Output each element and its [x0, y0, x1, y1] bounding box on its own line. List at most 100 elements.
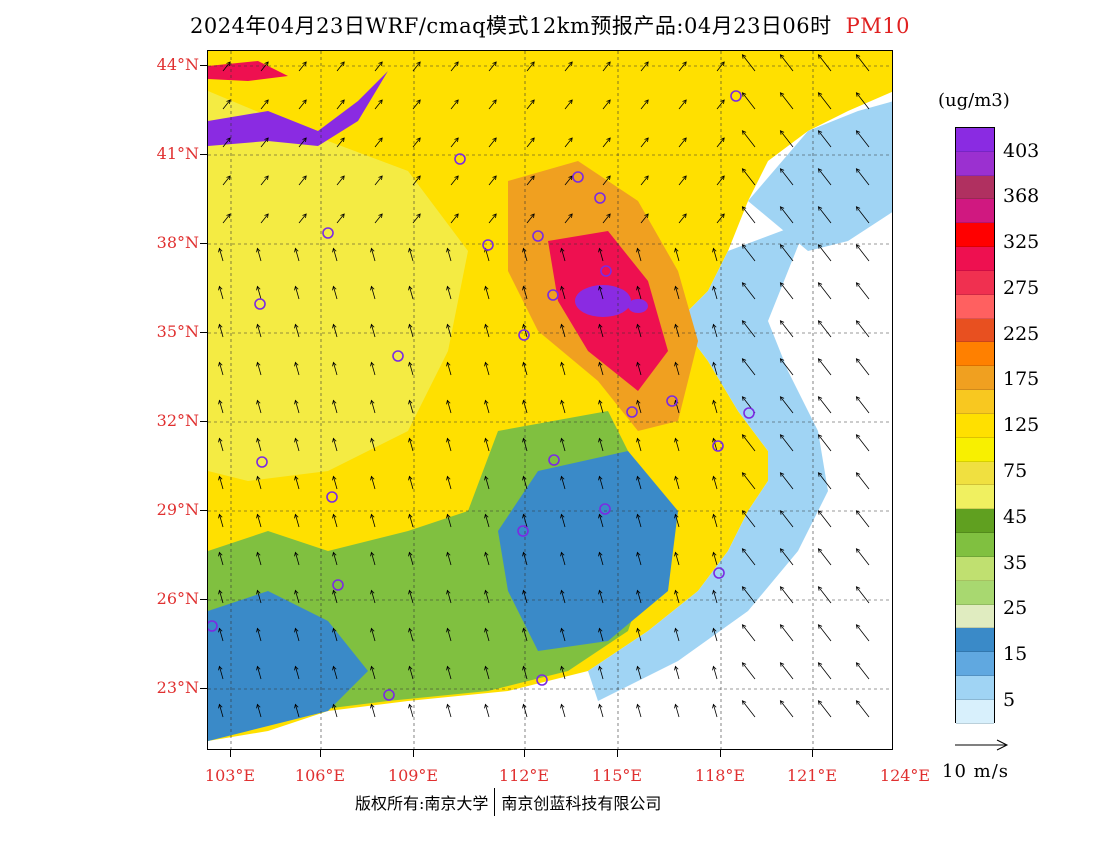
wind-vector [412, 213, 421, 224]
lon-tick [230, 750, 231, 757]
wind-vector-head [636, 589, 641, 595]
wind-vector [257, 248, 262, 262]
variable-name: PM10 [845, 14, 911, 38]
wind-vector-head [332, 589, 337, 595]
wind-vector [374, 99, 383, 110]
wind-vector-head [598, 513, 603, 519]
wind-vector-head [302, 175, 307, 181]
wind-vector-head [226, 213, 231, 219]
wind-vector [742, 700, 756, 718]
lon-tick [413, 750, 414, 757]
wind-vector-head [218, 513, 223, 519]
wind-vector [523, 704, 528, 718]
wind-vector-head [256, 437, 261, 443]
wind-vector-head [332, 361, 337, 367]
wind-vector [780, 472, 794, 490]
wind-vector-head [741, 168, 747, 173]
wind-vector [742, 586, 756, 604]
wind-vector-head [256, 247, 261, 253]
wind-vector-head [218, 399, 223, 405]
hotspot-purple-area [575, 285, 631, 317]
wind-vector [818, 700, 832, 718]
wind-vector-head [332, 399, 337, 405]
wind-vector [561, 704, 566, 718]
wind-vector-head [682, 213, 687, 219]
lat-label: 35°N [156, 322, 199, 341]
wind-vector [257, 514, 262, 528]
wind-vector-head [560, 475, 565, 481]
wind-vector-head [855, 548, 861, 553]
wind-vector [222, 99, 231, 110]
wind-vector [742, 472, 756, 490]
wind-vector [780, 130, 794, 148]
wind-vector [257, 362, 262, 376]
city-marker-icon [599, 503, 611, 515]
wind-vector [780, 548, 794, 566]
wind-vector [336, 137, 345, 148]
wind-vector [818, 396, 832, 414]
colorbar-swatch [956, 223, 994, 248]
wind-vector [257, 704, 262, 718]
wind-vector-head [218, 627, 223, 633]
wind-vector [257, 590, 262, 604]
wind-vector-head [674, 437, 679, 443]
wind-vector-head [378, 137, 383, 143]
city-marker-icon [572, 171, 584, 183]
wind-vector-head [332, 627, 337, 633]
wind-vector [257, 666, 262, 680]
wind-vector [371, 248, 376, 262]
wind-vector [298, 213, 307, 224]
wind-vector-head [370, 437, 375, 443]
wind-vector-head [302, 61, 307, 67]
lon-tick [524, 750, 525, 757]
wind-vector-head [332, 703, 337, 709]
colorbar-unit: (ug/m3) [938, 90, 1010, 111]
wind-vector-head [674, 361, 679, 367]
dust-plume-area [208, 71, 388, 146]
wind-vector [640, 61, 649, 72]
city-marker-icon [626, 406, 638, 418]
wind-vector-head [370, 513, 375, 519]
lon-tick [812, 750, 813, 757]
wind-vector [780, 396, 794, 414]
wind-vector [409, 362, 414, 376]
wind-vector-head [674, 665, 679, 671]
wind-vector-head [408, 399, 413, 405]
wind-vector [742, 168, 756, 186]
wind-vector [333, 362, 338, 376]
city-marker-icon [536, 674, 548, 686]
wind-vector-head [779, 548, 785, 553]
wind-vector-head [294, 665, 299, 671]
wind-vector-head [817, 244, 823, 249]
wind-vector-head [408, 703, 413, 709]
wind-vector-head [682, 61, 687, 67]
wind-vector [856, 472, 870, 490]
wind-vector [412, 137, 421, 148]
wind-vector-head [332, 475, 337, 481]
city-marker-icon [482, 239, 494, 251]
wind-vector [526, 213, 535, 224]
hotspot-purple-area [628, 299, 648, 313]
wind-vector [856, 92, 870, 110]
wind-vector-head [560, 665, 565, 671]
wind-vector-head [779, 472, 785, 477]
wind-vector [371, 438, 376, 452]
wind-vector [298, 61, 307, 72]
wind-vector [713, 552, 718, 566]
forecast-map[interactable] [207, 50, 893, 750]
wind-vector-head [378, 61, 383, 67]
wind-vector [333, 248, 338, 262]
colorbar-swatch [956, 366, 994, 391]
wind-vector [336, 99, 345, 110]
wind-vector-head [741, 586, 747, 591]
wind-vector [780, 92, 794, 110]
wind-vector-head [779, 54, 785, 59]
wind-vector-head [446, 247, 451, 253]
wind-vector [447, 552, 452, 566]
wind-vector-head [218, 665, 223, 671]
wind-vector-head [568, 61, 573, 67]
city-marker-icon [392, 350, 404, 362]
wind-vector-head [720, 213, 725, 219]
wind-vector [742, 282, 756, 300]
wind-vector-head [712, 323, 717, 329]
